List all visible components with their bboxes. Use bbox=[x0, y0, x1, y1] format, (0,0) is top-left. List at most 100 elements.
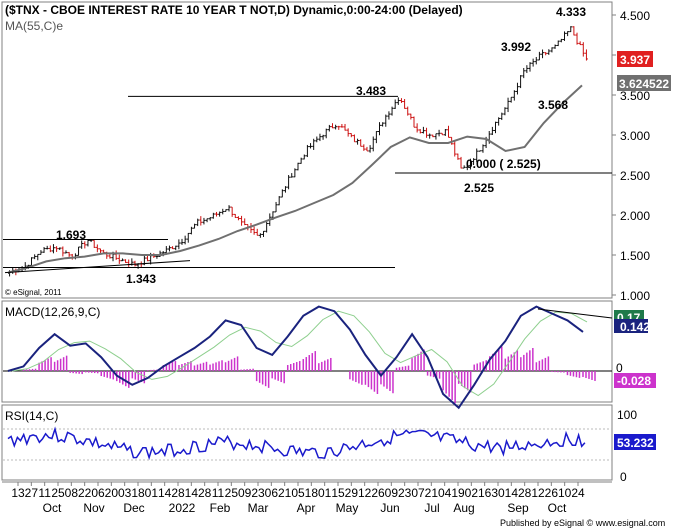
price-bar bbox=[321, 134, 325, 140]
price-bar bbox=[334, 124, 338, 130]
date-tick-label: 25 bbox=[225, 486, 239, 500]
month-label: 2022 bbox=[169, 501, 196, 515]
price-last-tag-bg bbox=[617, 51, 653, 67]
price-bar bbox=[302, 154, 306, 160]
price-bar bbox=[117, 254, 121, 264]
price-bar bbox=[205, 218, 209, 223]
price-bar bbox=[384, 114, 388, 127]
date-tick-label: 09 bbox=[385, 486, 399, 500]
price-bar bbox=[572, 26, 576, 36]
price-bar bbox=[230, 206, 234, 217]
price-bar bbox=[534, 56, 538, 65]
price-bar bbox=[186, 232, 190, 243]
month-label: Oct bbox=[43, 501, 62, 515]
price-bar bbox=[575, 32, 579, 45]
date-tick-label: 04 bbox=[438, 486, 452, 500]
price-bar bbox=[183, 235, 187, 245]
ma-55-line bbox=[7, 84, 583, 274]
price-bar bbox=[98, 248, 102, 253]
ma-last-tag: 3.624522 bbox=[619, 77, 669, 91]
price-bar bbox=[553, 44, 557, 49]
price-bar bbox=[114, 250, 118, 260]
price-bar bbox=[393, 99, 397, 109]
price-bar bbox=[218, 211, 222, 217]
date-tick-label: 01 bbox=[145, 486, 159, 500]
date-tick-label: 19 bbox=[451, 486, 465, 500]
price-bar bbox=[403, 99, 407, 109]
date-tick-label: 27 bbox=[25, 486, 39, 500]
date-tick-label: 12 bbox=[531, 486, 545, 500]
price-bar bbox=[318, 133, 322, 142]
month-label: Oct bbox=[548, 501, 567, 515]
price-bar bbox=[428, 133, 432, 139]
date-tick-label: 15 bbox=[331, 486, 345, 500]
date-tick-label: 25 bbox=[51, 486, 65, 500]
month-label: Feb bbox=[210, 501, 231, 515]
price-tick-label: 3.500 bbox=[620, 89, 650, 103]
macd-signal-line bbox=[11, 310, 588, 397]
price-bar bbox=[86, 239, 90, 247]
price-bar bbox=[146, 255, 150, 262]
date-tick-label: 12 bbox=[358, 486, 372, 500]
date-tick-label: 07 bbox=[411, 486, 425, 500]
date-tick-label: 08 bbox=[65, 486, 79, 500]
date-tick-label: 30 bbox=[491, 486, 505, 500]
price-bar bbox=[51, 244, 55, 254]
date-tick-label: 18 bbox=[305, 486, 319, 500]
price-bar bbox=[58, 247, 62, 251]
price-tick-label: 1.500 bbox=[620, 249, 650, 263]
price-bar bbox=[83, 241, 87, 249]
price-bar bbox=[459, 156, 463, 169]
price-bar bbox=[236, 216, 240, 221]
price-bar bbox=[189, 226, 193, 235]
price-bar bbox=[180, 238, 184, 245]
footer-credit: Published by eSignal © www.esignal.com bbox=[500, 518, 665, 528]
price-bar bbox=[290, 173, 294, 178]
price-bar bbox=[362, 144, 366, 151]
price-bar bbox=[30, 257, 34, 267]
price-bar bbox=[415, 123, 419, 133]
macd-title: MACD(12,26,9,C) bbox=[5, 305, 100, 319]
price-bar bbox=[277, 196, 281, 206]
price-bar bbox=[265, 222, 269, 233]
price-bar bbox=[337, 125, 341, 130]
price-bar bbox=[327, 124, 331, 132]
date-tick-label: 01 bbox=[318, 486, 332, 500]
price-bar bbox=[446, 125, 450, 138]
trendline-lower bbox=[4, 260, 191, 274]
price-bar bbox=[481, 144, 485, 153]
price-bar bbox=[437, 129, 441, 137]
axis-layer: 13 27 11 25 08 22 06 20 03 18 01 14 28 14 28 11 25 09 23 06… bbox=[11, 482, 585, 515]
price-bar bbox=[39, 250, 43, 255]
price-bar bbox=[330, 123, 334, 129]
month-label: May bbox=[336, 501, 359, 515]
date-tick-label: 05 bbox=[291, 486, 305, 500]
chart-title: ($TNX - CBOE INTEREST RATE 10 YEAR T NOT… bbox=[5, 3, 463, 17]
price-bar bbox=[374, 131, 378, 144]
date-tick-label: 20 bbox=[105, 486, 119, 500]
price-bar bbox=[299, 157, 303, 164]
price-bar bbox=[378, 122, 382, 136]
month-label: Sep bbox=[507, 501, 529, 515]
price-bar bbox=[425, 127, 429, 138]
price-bar bbox=[80, 240, 84, 249]
price-bar bbox=[399, 98, 403, 103]
price-bar bbox=[193, 223, 197, 229]
price-bar bbox=[243, 218, 247, 226]
date-tick-label: 06 bbox=[91, 486, 105, 500]
price-bar bbox=[227, 205, 231, 212]
annotation-3568: 3.568 bbox=[538, 98, 568, 112]
price-bar bbox=[127, 259, 131, 267]
price-bar bbox=[343, 123, 347, 131]
price-bar bbox=[45, 245, 49, 250]
price-bar bbox=[258, 233, 262, 238]
price-last-tag: 3.937 bbox=[620, 53, 650, 67]
price-bar bbox=[550, 47, 554, 53]
price-bar bbox=[346, 128, 350, 137]
price-bar bbox=[167, 245, 171, 252]
date-tick-label: 16 bbox=[478, 486, 492, 500]
price-bar bbox=[381, 122, 385, 127]
date-tick-label: 10 bbox=[558, 486, 572, 500]
price-bar bbox=[274, 201, 278, 213]
price-bar bbox=[478, 150, 482, 152]
